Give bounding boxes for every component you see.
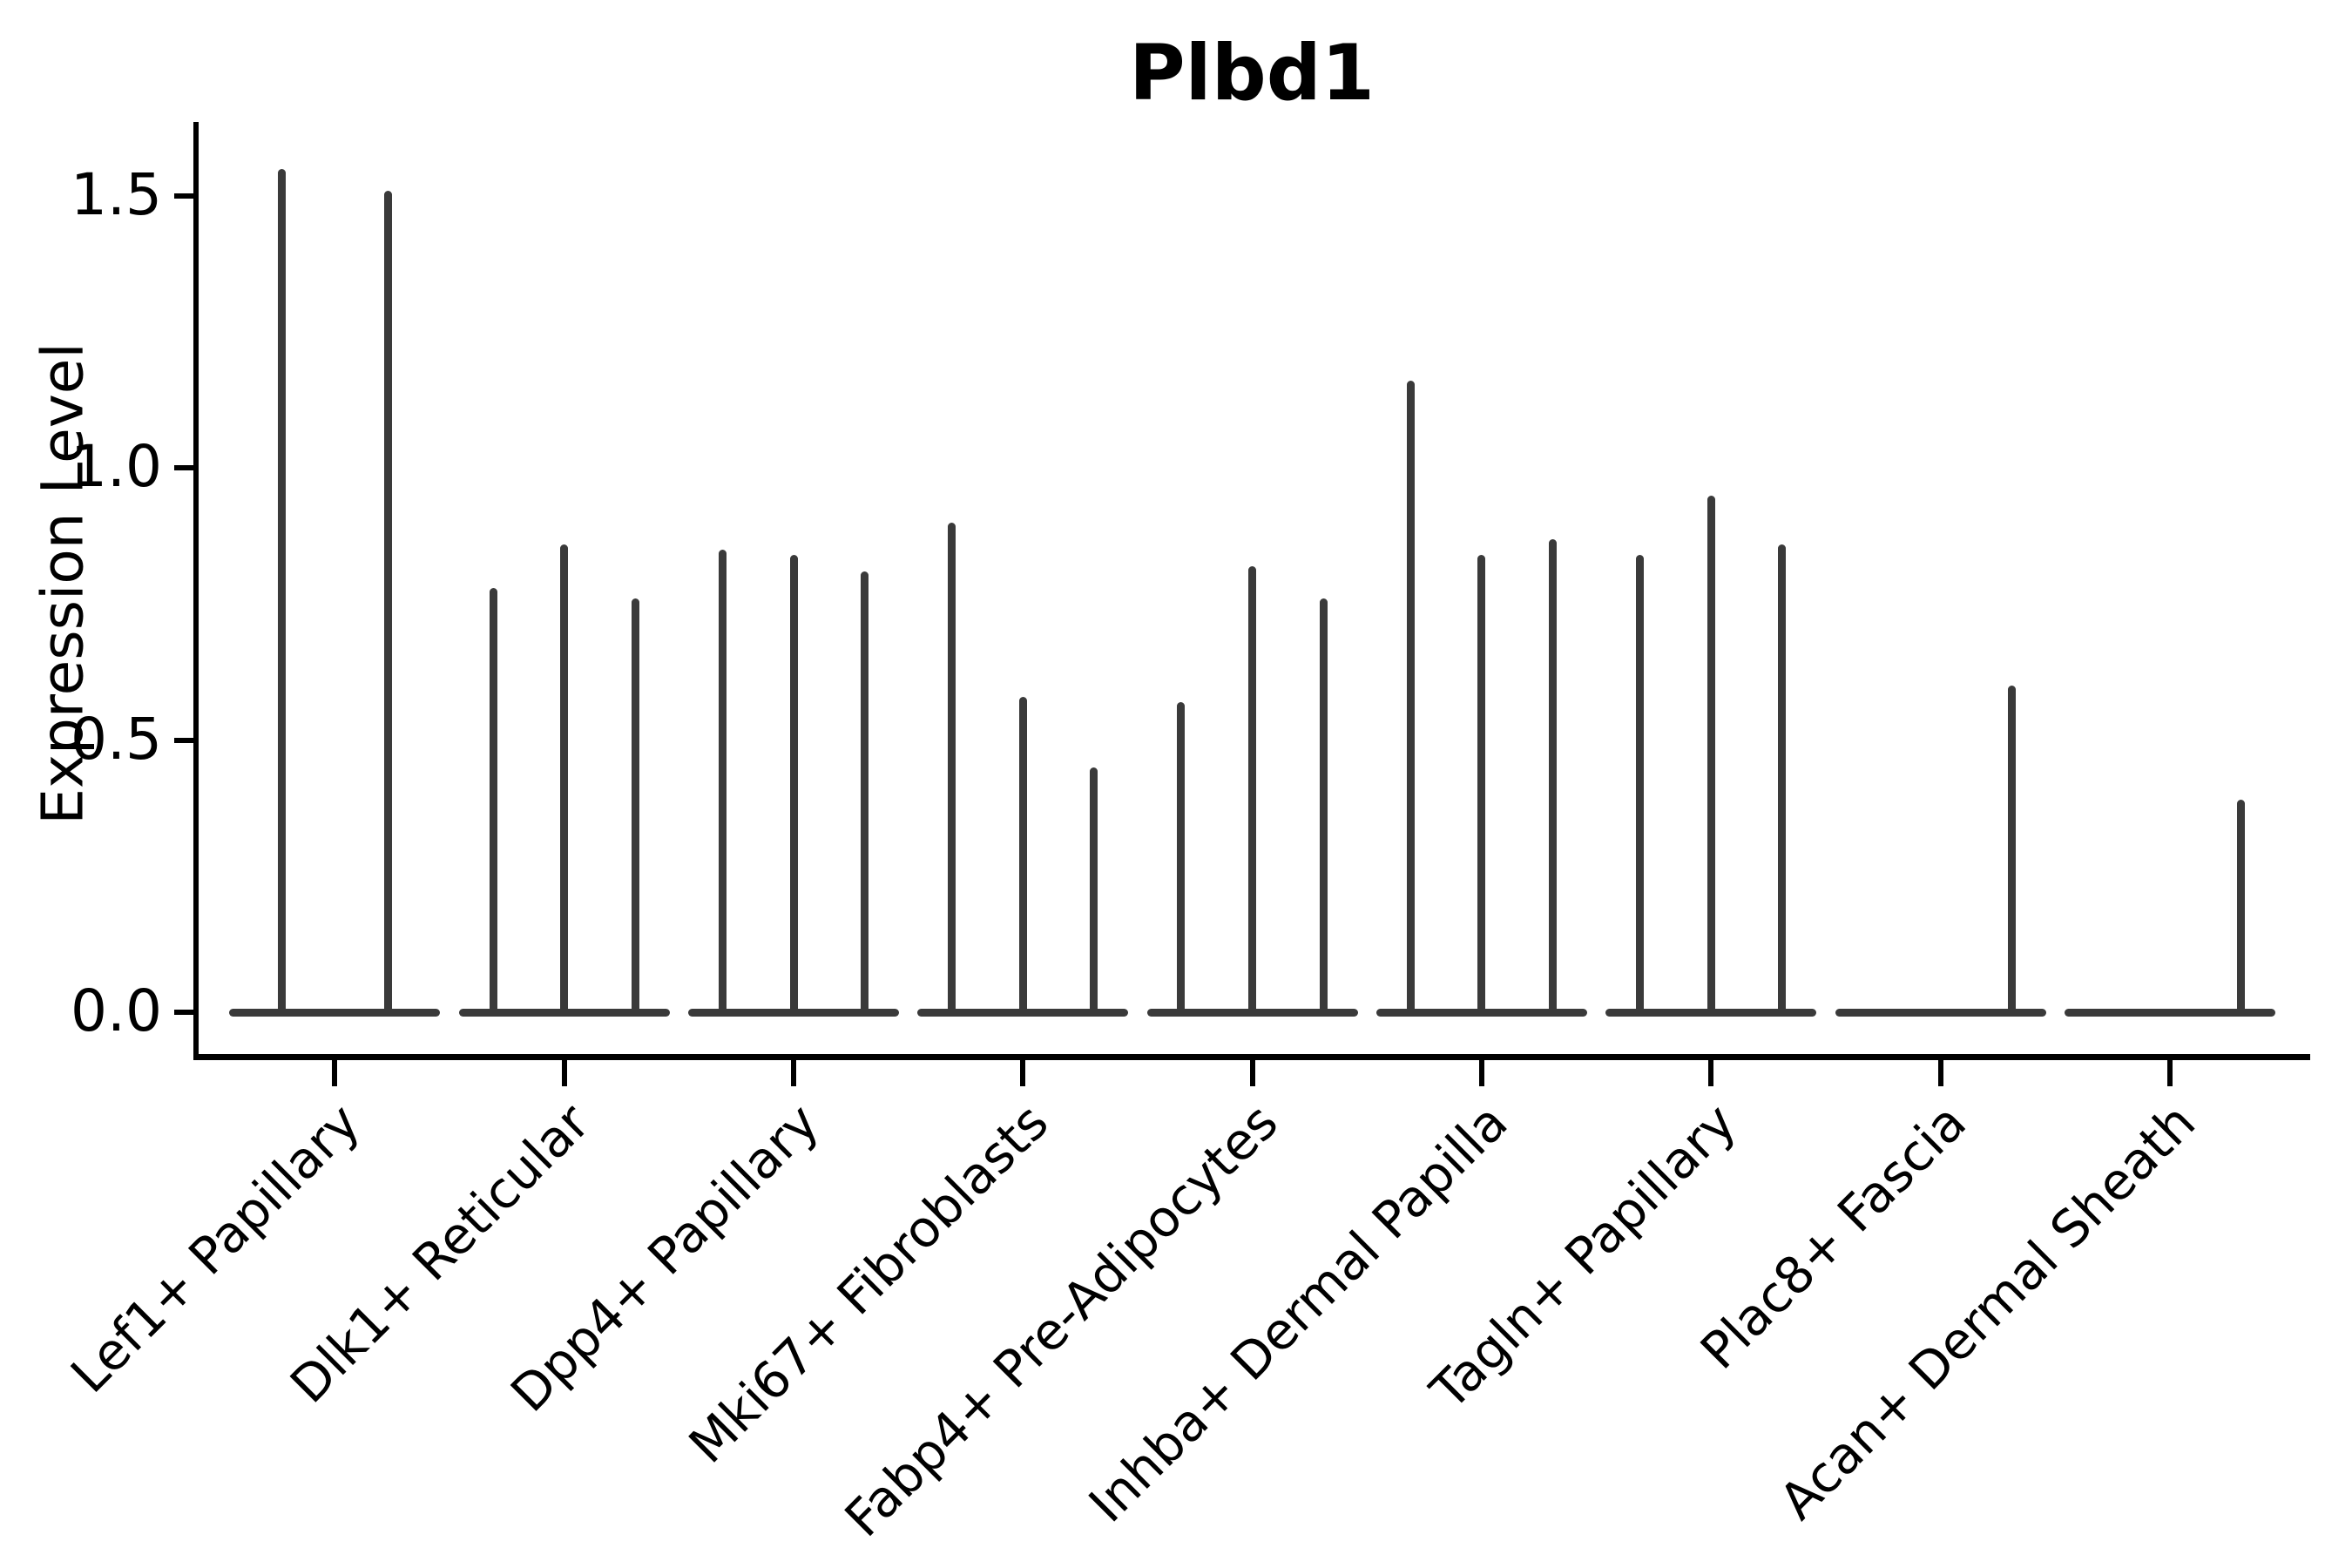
violin-baseline xyxy=(2064,1008,2275,1017)
y-tick-mark xyxy=(174,737,199,743)
x-axis-line xyxy=(193,1054,2310,1060)
x-tick-mark xyxy=(1708,1060,1714,1086)
violin-spike xyxy=(2236,800,2245,1014)
y-tick-label: 1.0 xyxy=(71,433,162,501)
violin-spike xyxy=(277,168,286,1014)
violin-spike xyxy=(2007,686,2016,1014)
violin-spike xyxy=(1707,495,1715,1014)
y-tick-mark xyxy=(174,465,199,471)
x-tick-mark xyxy=(1020,1060,1026,1086)
y-tick-mark xyxy=(174,1010,199,1015)
violin-spike xyxy=(1778,544,1787,1014)
violin-spike xyxy=(1406,381,1415,1014)
violin-spike xyxy=(384,190,393,1014)
violin-spike xyxy=(1177,701,1186,1014)
y-tick-label: 1.5 xyxy=(71,160,162,228)
violin-spike xyxy=(1319,598,1328,1014)
x-tick-mark xyxy=(2166,1060,2173,1086)
violin-baseline xyxy=(229,1008,441,1017)
x-tick-mark xyxy=(1249,1060,1255,1086)
violin-spike xyxy=(948,522,956,1014)
y-axis-line xyxy=(193,122,199,1060)
violin-spike xyxy=(1090,767,1098,1014)
y-tick-label: 0.0 xyxy=(71,977,162,1044)
y-tick-label: 0.5 xyxy=(71,705,162,773)
y-tick-mark xyxy=(174,193,199,199)
plot-title: Plbd1 xyxy=(1129,28,1375,118)
x-tick-mark xyxy=(1937,1060,1943,1086)
violin-spike xyxy=(1477,555,1486,1014)
x-tick-label: Inhba+ Dermal Papilla xyxy=(1077,1092,1518,1534)
violin-spike xyxy=(789,555,798,1014)
violin-spike xyxy=(1018,696,1027,1014)
x-tick-mark xyxy=(332,1060,338,1086)
violin-spike xyxy=(631,598,639,1014)
violin-spike xyxy=(718,550,727,1014)
violin-spike xyxy=(489,587,497,1014)
x-tick-mark xyxy=(791,1060,796,1086)
x-tick-mark xyxy=(1478,1060,1484,1086)
x-tick-label: Fabp4+ Pre-Adipocytes xyxy=(833,1092,1289,1549)
x-tick-label: Acan+ Dermal Sheath xyxy=(1767,1092,2207,1531)
violin-baseline xyxy=(1835,1008,2046,1017)
violin-spike xyxy=(560,544,569,1014)
violin-spike xyxy=(1549,538,1558,1014)
violin-spike xyxy=(861,571,869,1014)
violin-spike xyxy=(1636,555,1645,1014)
x-tick-mark xyxy=(561,1060,567,1086)
violin-spike xyxy=(1248,565,1257,1014)
